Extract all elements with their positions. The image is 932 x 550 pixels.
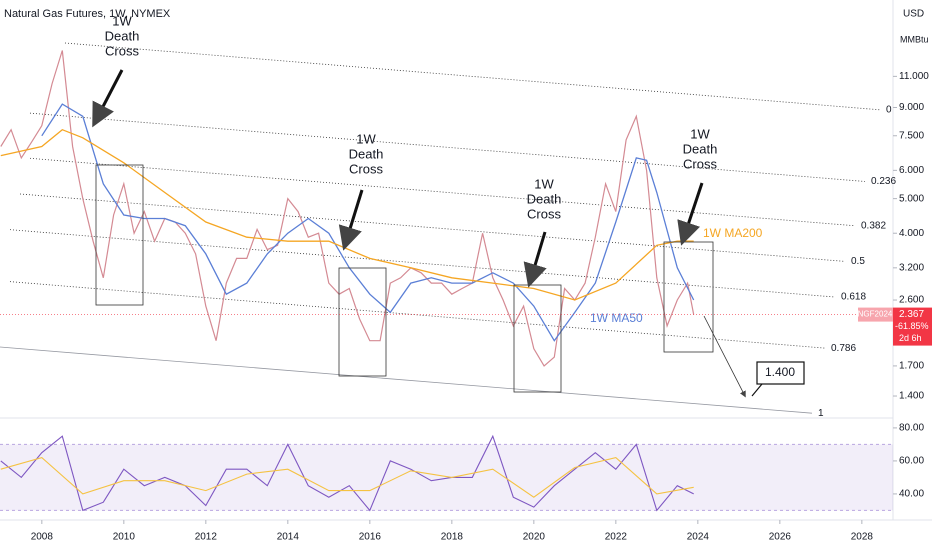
- x-tick-label: 2022: [605, 532, 628, 543]
- y-tick-label: 6.000: [899, 165, 924, 176]
- series-tag: NGF2024: [858, 310, 893, 319]
- y-tick-label: 1.400: [899, 391, 924, 402]
- y-tick-label: 4.000: [899, 228, 924, 239]
- fib-label: 0: [886, 104, 892, 115]
- x-tick-label: 2010: [113, 532, 136, 543]
- series-line: [0, 456, 694, 498]
- annotation-arrow: [677, 182, 704, 246]
- x-tick-label: 2016: [359, 532, 382, 543]
- x-tick-label: 2018: [441, 532, 464, 543]
- x-tick-label: 2024: [687, 532, 710, 543]
- fib-label: 0.236: [871, 176, 896, 187]
- annotation-text: Death: [683, 141, 718, 156]
- x-tick-label: 2014: [277, 532, 300, 543]
- y-tick-label: 1.700: [899, 361, 924, 372]
- fib-label: 0.786: [831, 343, 856, 354]
- target-pointer: [751, 383, 763, 397]
- annotation-text: Death: [527, 191, 562, 206]
- annotation-text: 1W: [534, 176, 554, 191]
- countdown: 2d 6h: [899, 333, 922, 343]
- y-tick-label: 9.000: [899, 102, 924, 113]
- last-price: 2.367: [899, 309, 924, 320]
- rsi-tick-label: 40.00: [899, 489, 924, 500]
- fib-label: 0.618: [841, 292, 866, 303]
- fib-label: 0.382: [861, 220, 886, 231]
- x-tick-label: 2028: [851, 532, 874, 543]
- ma50-label: 1W MA50: [590, 311, 643, 325]
- rsi-tick-label: 60.00: [899, 456, 924, 467]
- annotation-text: Cross: [349, 161, 383, 176]
- currency: USD: [903, 9, 924, 20]
- target-label: 1.400: [765, 365, 795, 379]
- fib-line: [0, 346, 813, 414]
- unit: MMBtu: [900, 34, 929, 44]
- rsi-tick-label: 80.00: [899, 423, 924, 434]
- annotation-text: 1W: [112, 13, 132, 28]
- rsi-band: [0, 444, 893, 511]
- series-tag-bg: [858, 307, 893, 322]
- annotation-text: 1W: [690, 126, 710, 141]
- annotation-text: Cross: [527, 206, 561, 221]
- highlight-box: [338, 267, 387, 377]
- ma200-label: 1W MA200: [703, 226, 763, 240]
- series-line: [41, 103, 695, 342]
- y-tick-label: 5.000: [899, 193, 924, 204]
- price-tag-bg: [893, 307, 932, 346]
- x-tick-label: 2008: [31, 532, 54, 543]
- change: -61.85%: [895, 321, 929, 331]
- annotation-text: Death: [105, 28, 140, 43]
- annotation-text: Death: [349, 146, 384, 161]
- annotation-text: Cross: [105, 43, 139, 58]
- fib-line: [64, 42, 881, 111]
- fib-label: 0.5: [851, 256, 865, 267]
- series-line: [0, 434, 694, 512]
- projection-arrow: [703, 315, 746, 398]
- annotation-arrow: [92, 69, 124, 128]
- annotation-arrow: [523, 231, 547, 288]
- y-tick-label: 11.000: [899, 71, 929, 82]
- x-tick-label: 2020: [523, 532, 546, 543]
- annotation-text: 1W: [356, 131, 376, 146]
- chart-title: Natural Gas Futures, 1W, NYMEX: [4, 8, 171, 20]
- y-tick-label: 2.600: [899, 295, 924, 306]
- annotation-arrow: [338, 189, 364, 251]
- y-tick-label: 3.200: [899, 262, 924, 273]
- x-tick-label: 2026: [769, 532, 792, 543]
- fib-label: 1: [818, 408, 824, 419]
- annotation-text: Cross: [683, 156, 717, 171]
- target-box: [756, 361, 805, 385]
- highlight-box: [95, 164, 144, 306]
- x-tick-label: 2012: [195, 532, 218, 543]
- y-tick-label: 7.500: [899, 130, 924, 141]
